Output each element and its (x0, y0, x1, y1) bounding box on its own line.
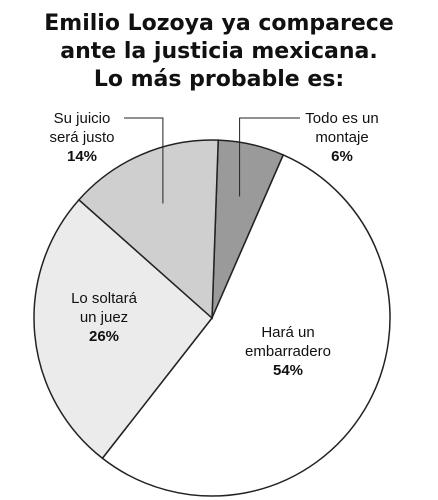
slice-2-value-label: 54% (273, 362, 303, 379)
slice-4-label-line-2: será justo (49, 129, 114, 146)
slice-1-leader-line (239, 117, 300, 197)
chart-title-line-1: Emilio Lozoya ya comparece (44, 11, 394, 36)
chart-title-line-2: ante la justicia mexicana. (60, 39, 377, 64)
pie-slices (33, 139, 391, 497)
chart-title: Emilio Lozoya ya comparece ante la justic… (44, 11, 394, 92)
slice-1-label-line-1: Todo es un (305, 110, 378, 127)
slice-2-label-line-2: embarradero (245, 343, 331, 360)
slice-1-value-label: 6% (331, 148, 353, 165)
pie-slice-4 (77, 139, 219, 320)
slice-4-value-label: 14% (67, 148, 97, 165)
chart-title-line-3: Lo más probable es: (94, 67, 344, 92)
slice-1-label-line-2: montaje (315, 129, 368, 146)
slice-3-value-label: 26% (89, 328, 119, 345)
pie-slice-3 (33, 198, 214, 460)
slice-4-label-line-1: Su juicio (54, 110, 111, 127)
leader-lines (124, 117, 300, 204)
slice-3-label-line-1: Lo soltará (71, 290, 138, 307)
slice-4-leader-line (124, 117, 164, 204)
slice-2-label-line-1: Hará un (261, 324, 314, 341)
slice-labels: Todo es un montaje 6% Hará un embarradero 54%… (49, 110, 378, 379)
pie-slice-2 (101, 153, 391, 497)
slice-3-label-line-2: un juez (80, 309, 128, 326)
